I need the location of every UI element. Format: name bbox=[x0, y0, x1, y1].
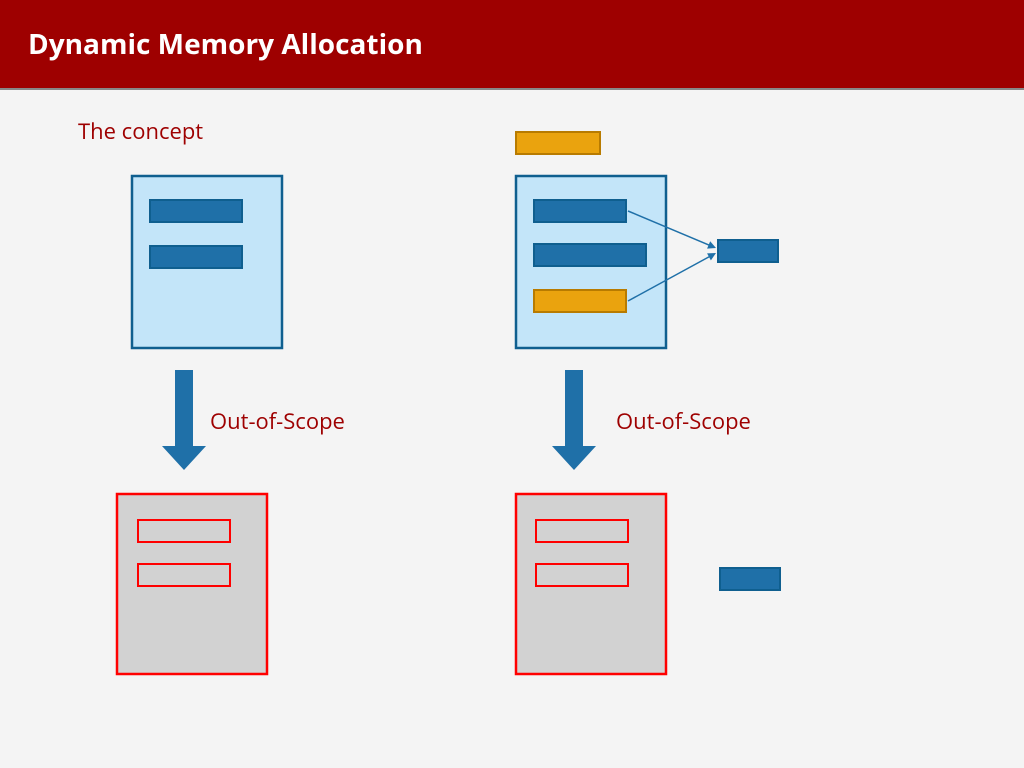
slide-subtitle: The concept bbox=[78, 116, 203, 146]
out-of-scope-label-left: Out-of-Scope bbox=[210, 406, 345, 436]
out-of-scope-label-right: Out-of-Scope bbox=[616, 406, 751, 436]
slide-header: Dynamic Memory Allocation bbox=[0, 0, 1024, 90]
slide-title: Dynamic Memory Allocation bbox=[28, 25, 423, 63]
